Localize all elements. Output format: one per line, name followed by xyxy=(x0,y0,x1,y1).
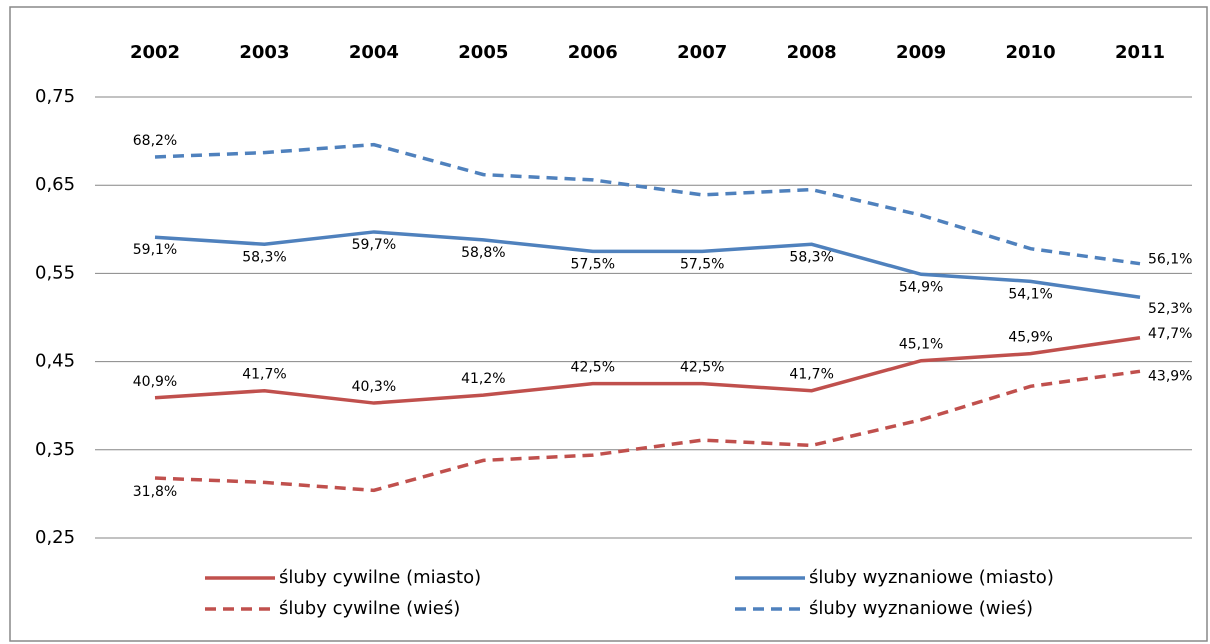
data-label: 54,1% xyxy=(1008,286,1052,302)
legend-label: śluby cywilne (wieś) xyxy=(279,598,460,619)
x-tick-label: 2008 xyxy=(787,42,837,63)
data-label: 42,5% xyxy=(571,360,615,376)
series-line xyxy=(154,369,1141,493)
data-label: 52,3% xyxy=(1148,301,1192,317)
legend-label: śluby wyznaniowe (miasto) xyxy=(809,567,1054,588)
y-tick-label: 0,45 xyxy=(35,351,75,372)
data-label: 58,3% xyxy=(789,249,833,265)
y-tick-label: 0,75 xyxy=(35,86,75,107)
series-line xyxy=(154,336,1141,405)
data-label: 58,3% xyxy=(242,249,286,265)
data-label: 45,9% xyxy=(1008,330,1052,346)
data-label: 47,7% xyxy=(1148,326,1192,342)
series-line xyxy=(154,142,1141,266)
data-label: 41,2% xyxy=(461,371,505,387)
chart-frame xyxy=(9,6,1208,642)
data-label: 31,8% xyxy=(133,484,177,500)
legend-label: śluby wyznaniowe (wieś) xyxy=(809,598,1033,619)
data-label: 59,7% xyxy=(352,237,396,253)
x-tick-label: 2007 xyxy=(677,42,727,63)
data-label: 40,9% xyxy=(133,374,177,390)
data-label: 41,7% xyxy=(789,367,833,383)
x-tick-label: 2009 xyxy=(896,42,946,63)
x-tick-label: 2010 xyxy=(1006,42,1056,63)
x-tick-label: 2004 xyxy=(349,42,399,63)
data-label: 54,9% xyxy=(899,279,943,295)
y-tick-label: 0,25 xyxy=(35,527,75,548)
data-label: 57,5% xyxy=(571,256,615,272)
x-tick-label: 2002 xyxy=(130,42,180,63)
data-label: 58,8% xyxy=(461,245,505,261)
legend-label: śluby cywilne (miasto) xyxy=(279,567,481,588)
data-label: 45,1% xyxy=(899,337,943,353)
data-label: 57,5% xyxy=(680,256,724,272)
data-label: 68,2% xyxy=(133,133,177,149)
data-label: 43,9% xyxy=(1148,368,1192,384)
x-tick-label: 2005 xyxy=(458,42,508,63)
y-tick-label: 0,65 xyxy=(35,174,75,195)
series-line xyxy=(154,230,1141,299)
y-tick-label: 0,35 xyxy=(35,439,75,460)
data-label: 40,3% xyxy=(352,379,396,395)
data-label: 41,7% xyxy=(242,367,286,383)
data-label: 56,1% xyxy=(1148,252,1192,268)
x-tick-label: 2003 xyxy=(239,42,289,63)
x-tick-label: 2006 xyxy=(568,42,618,63)
x-tick-label: 2011 xyxy=(1115,42,1165,63)
y-tick-label: 0,55 xyxy=(35,262,75,283)
data-label: 42,5% xyxy=(680,360,724,376)
data-label: 59,1% xyxy=(133,242,177,258)
